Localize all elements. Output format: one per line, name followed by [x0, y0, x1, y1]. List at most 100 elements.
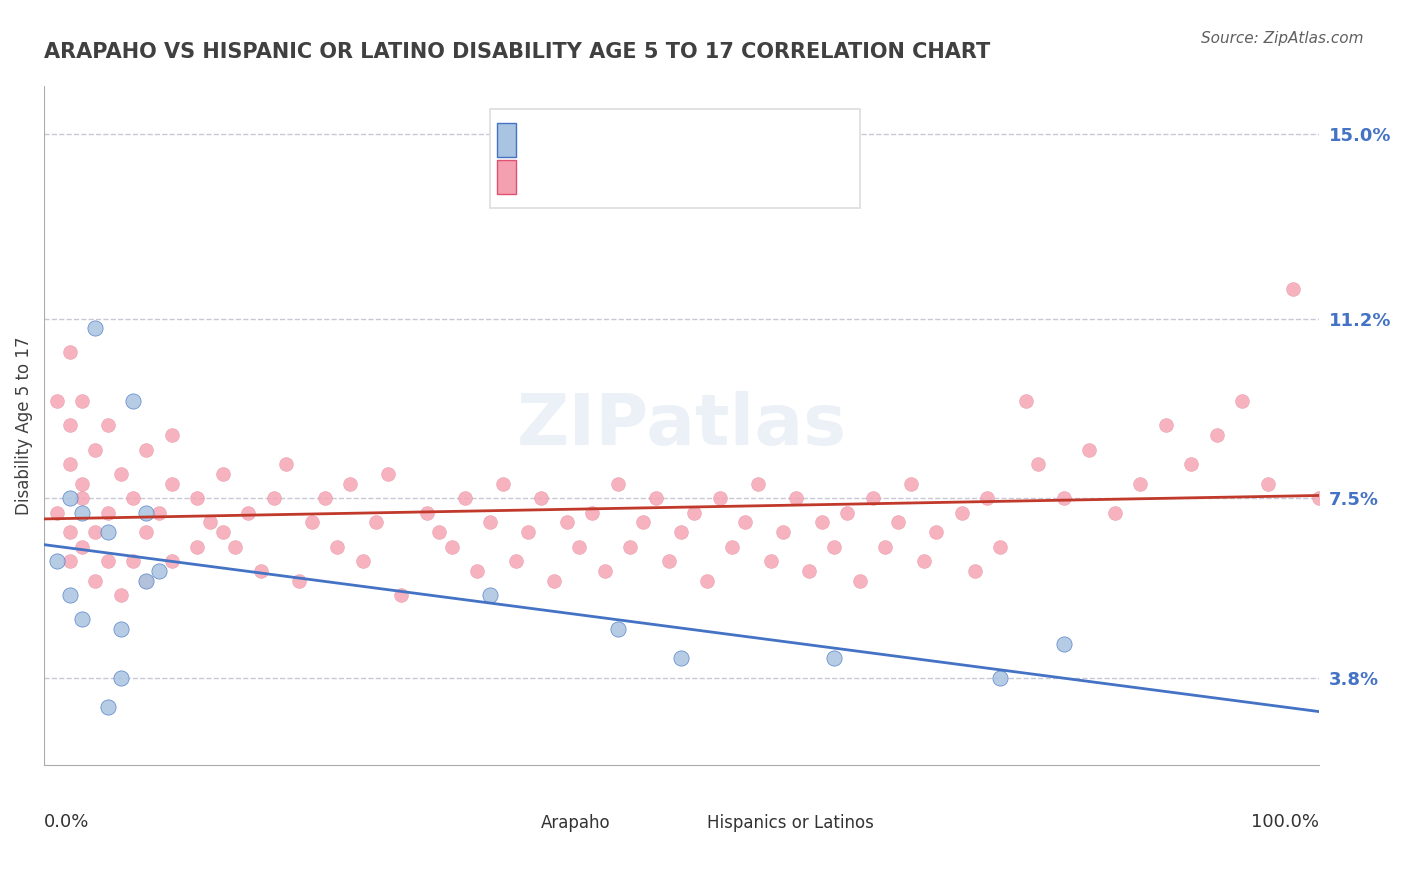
Point: [59, 491, 82, 505]
Text: ARAPAHO VS HISPANIC OR LATINO DISABILITY AGE 5 TO 17 CORRELATION CHART: ARAPAHO VS HISPANIC OR LATINO DISABILITY…: [44, 42, 990, 62]
Point: [415, 506, 437, 520]
Point: [479, 516, 502, 530]
Point: [963, 564, 986, 578]
Point: [389, 588, 412, 602]
Point: [683, 506, 706, 520]
Point: [135, 574, 157, 588]
Point: [900, 476, 922, 491]
Point: [696, 574, 718, 588]
Point: [709, 491, 731, 505]
Point: [352, 554, 374, 568]
Point: [543, 574, 565, 588]
FancyBboxPatch shape: [491, 110, 860, 208]
Point: [148, 506, 170, 520]
Point: [1028, 457, 1050, 471]
Point: [925, 524, 948, 539]
Point: [160, 428, 183, 442]
Text: 0.0%: 0.0%: [44, 813, 90, 830]
Point: [606, 476, 628, 491]
Point: [467, 564, 489, 578]
Point: [454, 491, 477, 505]
Point: [912, 554, 935, 568]
Point: [1053, 637, 1076, 651]
FancyBboxPatch shape: [496, 123, 516, 157]
Point: [263, 491, 285, 505]
FancyBboxPatch shape: [496, 161, 516, 194]
Point: [135, 506, 157, 520]
Point: [110, 588, 132, 602]
Point: [555, 516, 578, 530]
Point: [810, 516, 832, 530]
Point: [517, 524, 540, 539]
Point: [59, 554, 82, 568]
Point: [97, 524, 120, 539]
Point: [97, 418, 120, 433]
Text: N =  20: N = 20: [682, 131, 749, 149]
Point: [988, 540, 1011, 554]
Point: [631, 516, 654, 530]
Point: [135, 524, 157, 539]
Text: 100.0%: 100.0%: [1251, 813, 1319, 830]
Point: [1154, 418, 1177, 433]
Point: [440, 540, 463, 554]
FancyBboxPatch shape: [503, 809, 531, 837]
Point: [97, 699, 120, 714]
Point: [619, 540, 641, 554]
Text: Source: ZipAtlas.com: Source: ZipAtlas.com: [1201, 31, 1364, 46]
Point: [1232, 394, 1254, 409]
Point: [186, 491, 208, 505]
Point: [288, 574, 311, 588]
Point: [211, 524, 233, 539]
Point: [45, 394, 67, 409]
Point: [887, 516, 910, 530]
Point: [875, 540, 897, 554]
Point: [1078, 442, 1101, 457]
Point: [581, 506, 603, 520]
Point: [593, 564, 616, 578]
Point: [59, 457, 82, 471]
Point: [122, 394, 145, 409]
Text: Hispanics or Latinos: Hispanics or Latinos: [707, 814, 873, 831]
Point: [671, 651, 693, 665]
Point: [135, 574, 157, 588]
Point: [364, 516, 387, 530]
Point: [1180, 457, 1202, 471]
Point: [671, 524, 693, 539]
Point: [160, 554, 183, 568]
Point: [862, 491, 884, 505]
Point: [479, 588, 502, 602]
Point: [772, 524, 794, 539]
Point: [135, 442, 157, 457]
Point: [59, 524, 82, 539]
Text: R =  -0.128: R = -0.128: [522, 131, 624, 149]
Point: [606, 622, 628, 636]
Point: [797, 564, 820, 578]
Point: [339, 476, 361, 491]
Point: [326, 540, 349, 554]
Point: [849, 574, 872, 588]
Y-axis label: Disability Age 5 to 17: Disability Age 5 to 17: [15, 336, 32, 515]
Point: [1053, 491, 1076, 505]
Point: [211, 467, 233, 481]
Point: [59, 588, 82, 602]
Point: [186, 540, 208, 554]
Point: [1205, 428, 1227, 442]
Point: [1257, 476, 1279, 491]
FancyBboxPatch shape: [669, 809, 697, 837]
Point: [276, 457, 298, 471]
Point: [110, 622, 132, 636]
Point: [645, 491, 668, 505]
Point: [837, 506, 859, 520]
Point: [249, 564, 271, 578]
Point: [97, 554, 120, 568]
Point: [823, 651, 845, 665]
Point: [110, 671, 132, 685]
Point: [492, 476, 515, 491]
Point: [568, 540, 591, 554]
Point: [72, 394, 94, 409]
Point: [224, 540, 246, 554]
Point: [1104, 506, 1126, 520]
Point: [59, 418, 82, 433]
Point: [97, 506, 120, 520]
Point: [236, 506, 259, 520]
